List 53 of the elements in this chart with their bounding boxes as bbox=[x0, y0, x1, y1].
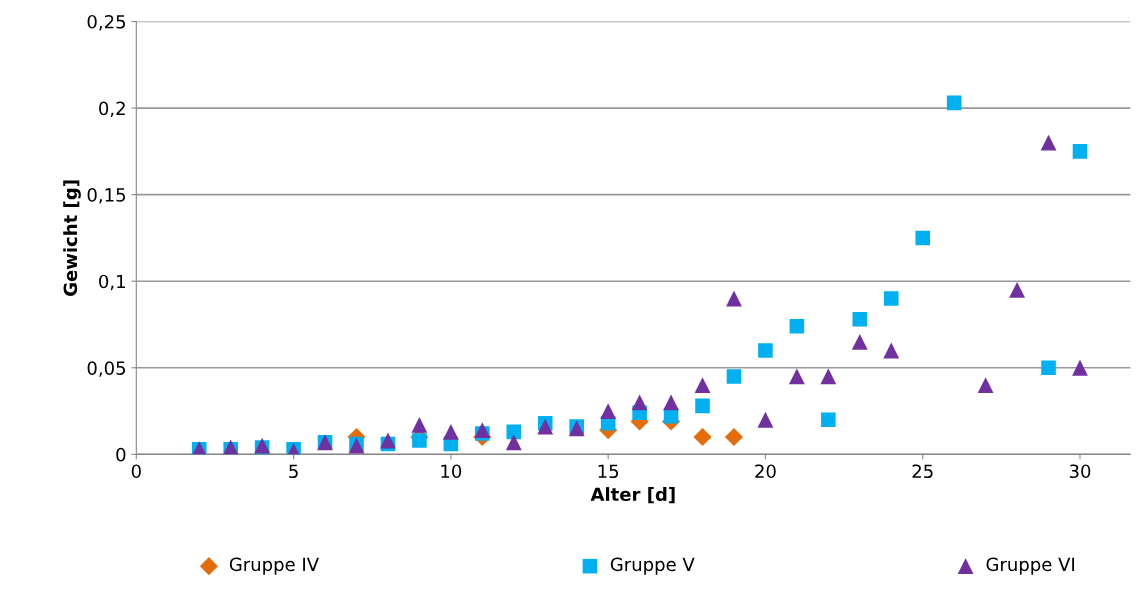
point bbox=[537, 418, 554, 435]
y-tick-label: 0,25 bbox=[87, 14, 126, 31]
x-tick-label: 0 bbox=[131, 464, 141, 479]
point bbox=[883, 342, 900, 359]
point bbox=[663, 408, 679, 424]
point bbox=[726, 369, 742, 384]
point bbox=[600, 403, 617, 419]
y-tick-label: 0,05 bbox=[87, 361, 126, 377]
point bbox=[789, 318, 805, 334]
x-tick-label: 30 bbox=[1069, 464, 1091, 479]
legend-label: Gruppe V bbox=[610, 557, 695, 575]
point bbox=[694, 377, 711, 394]
point bbox=[788, 368, 805, 385]
point bbox=[883, 291, 899, 306]
point bbox=[380, 432, 396, 449]
point bbox=[505, 434, 522, 451]
x-axis-title: Alter [d] bbox=[590, 487, 675, 504]
point bbox=[411, 417, 428, 433]
point bbox=[915, 230, 930, 246]
point bbox=[946, 95, 962, 111]
point bbox=[1009, 281, 1025, 298]
point bbox=[820, 368, 837, 385]
legend-label: Gruppe VI bbox=[986, 557, 1074, 575]
point bbox=[442, 423, 459, 440]
y-axis-title: Gewicht [g] bbox=[63, 180, 81, 296]
x-tick-label: 20 bbox=[755, 464, 776, 479]
x-tick-label: 5 bbox=[289, 464, 298, 479]
x-tick-label: 10 bbox=[441, 464, 462, 479]
y-tick-label: 0,2 bbox=[99, 101, 125, 118]
point bbox=[1072, 144, 1088, 159]
point bbox=[852, 312, 868, 327]
point bbox=[726, 290, 742, 307]
point bbox=[631, 394, 648, 411]
point bbox=[1041, 360, 1056, 376]
point bbox=[821, 412, 836, 428]
point bbox=[474, 422, 491, 439]
legend-label: Gruppe IV bbox=[229, 557, 319, 575]
point bbox=[851, 333, 868, 350]
y-tick-label: 0 bbox=[116, 447, 126, 462]
point bbox=[412, 433, 427, 448]
point bbox=[758, 343, 773, 358]
point bbox=[724, 427, 744, 447]
point bbox=[663, 394, 679, 411]
x-tick-label: 25 bbox=[912, 464, 933, 479]
point bbox=[977, 377, 994, 394]
y-tick-label: 0,15 bbox=[87, 188, 126, 204]
point bbox=[1040, 134, 1057, 151]
y-tick-label: 0,1 bbox=[99, 274, 125, 291]
x-tick-label: 15 bbox=[598, 464, 619, 479]
point bbox=[1072, 359, 1088, 376]
point bbox=[757, 411, 774, 428]
point bbox=[695, 398, 710, 414]
point bbox=[693, 427, 712, 447]
